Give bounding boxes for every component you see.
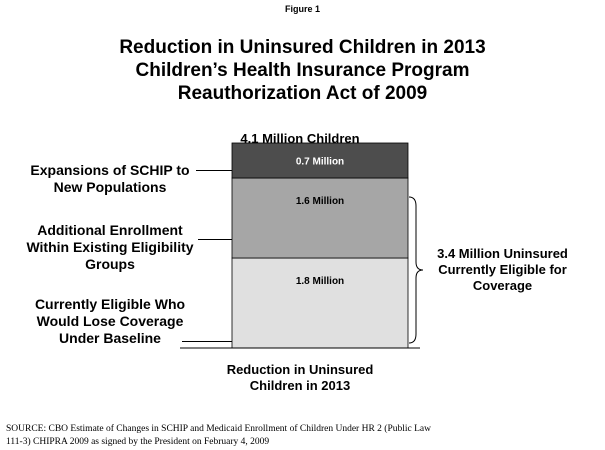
source-line: 111-3) CHIPRA 2009 as signed by the Pres… — [6, 437, 270, 447]
figure-label: Figure 1 — [284, 4, 320, 14]
segment-label-line: New Populations — [53, 179, 167, 195]
segment-label-line: Would Lose Coverage — [36, 313, 184, 329]
segment-label-line: Under Baseline — [59, 330, 161, 346]
segment-label-line: Groups — [85, 256, 135, 272]
segment-label-line: Within Existing Eligibility — [26, 239, 194, 255]
x-axis-label: Reduction in Uninsured Children in 2013 — [200, 362, 400, 394]
bar-segment-0 — [231, 257, 409, 349]
segment-label-line: Additional Enrollment — [37, 222, 183, 238]
bar-segment-label: 0.7 Million — [296, 157, 344, 168]
source-note: SOURCE: CBO Estimate of Changes in SCHIP… — [6, 423, 601, 449]
source-line: SOURCE: CBO Estimate of Changes in SCHIP… — [6, 424, 431, 434]
total-label: 4.1 Million Children — [240, 131, 360, 146]
brace-label: 3.4 Million Uninsured Currently Eligible… — [415, 246, 590, 294]
title-line: Reauthorization Act of 2009 — [177, 83, 428, 104]
segment-label-line: Expansions of SCHIP to — [30, 162, 190, 178]
x-axis-label-line: Children in 2013 — [249, 378, 351, 393]
bar-segment-1 — [231, 177, 409, 259]
segment-label-additional-enrollment: Additional Enrollment Within Existing El… — [18, 222, 202, 273]
brace-label-line: Coverage — [472, 278, 533, 293]
title-line: Children’s Health Insurance Program — [135, 60, 470, 81]
segment-label-expansions: Expansions of SCHIP to New Populations — [22, 162, 198, 196]
right-brace — [408, 196, 424, 344]
x-axis-label-line: Reduction in Uninsured — [226, 362, 374, 377]
brace-label-line: 3.4 Million Uninsured — [437, 246, 568, 261]
segment-label-currently-eligible: Currently Eligible Who Would Lose Covera… — [22, 296, 198, 347]
chart-title: Reduction in Uninsured Children in 2013 … — [40, 36, 565, 105]
leader-line — [198, 239, 232, 240]
brace-label-line: Currently Eligible for — [438, 262, 567, 277]
bar-segment-label: 1.8 Million — [296, 276, 344, 287]
leader-line — [196, 170, 232, 171]
leader-line — [182, 341, 232, 342]
bar-segment-2 — [231, 142, 409, 179]
segment-label-line: Currently Eligible Who — [34, 296, 186, 312]
bar-segment-label: 1.6 Million — [296, 196, 344, 207]
title-line: Reduction in Uninsured Children in 2013 — [119, 37, 486, 58]
